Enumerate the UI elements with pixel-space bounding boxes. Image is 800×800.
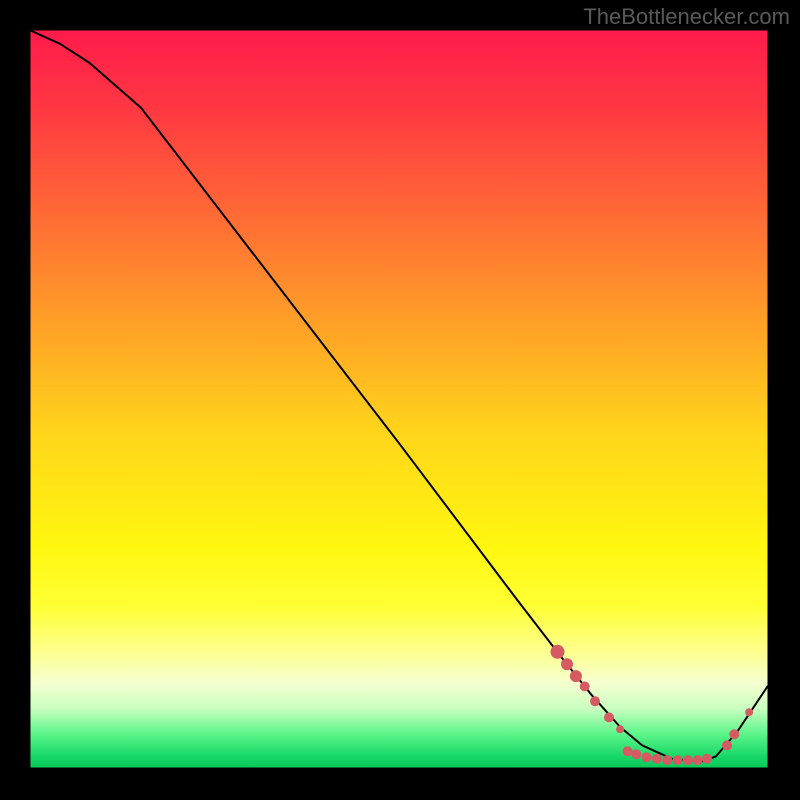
chart-stage: TheBottlenecker.com [0,0,800,800]
marker-dot [683,755,693,765]
marker-dot [722,740,732,750]
marker-dot [561,658,573,670]
marker-dot [693,755,703,765]
marker-dot [745,708,753,716]
marker-dot [616,725,624,733]
marker-dot [623,746,633,756]
marker-dot [631,749,641,759]
marker-dot [662,755,672,765]
marker-dot [673,755,683,765]
marker-dot [590,696,600,706]
marker-dot [551,645,565,659]
watermark-text: TheBottlenecker.com [583,4,790,30]
marker-dot [604,712,614,722]
marker-dot [642,752,652,762]
marker-dot [652,754,662,764]
marker-dot [729,729,739,739]
gradient-background [31,31,768,768]
marker-dot [702,754,712,764]
marker-dot [580,681,590,691]
marker-dot [570,670,582,682]
bottleneck-chart [0,0,800,800]
